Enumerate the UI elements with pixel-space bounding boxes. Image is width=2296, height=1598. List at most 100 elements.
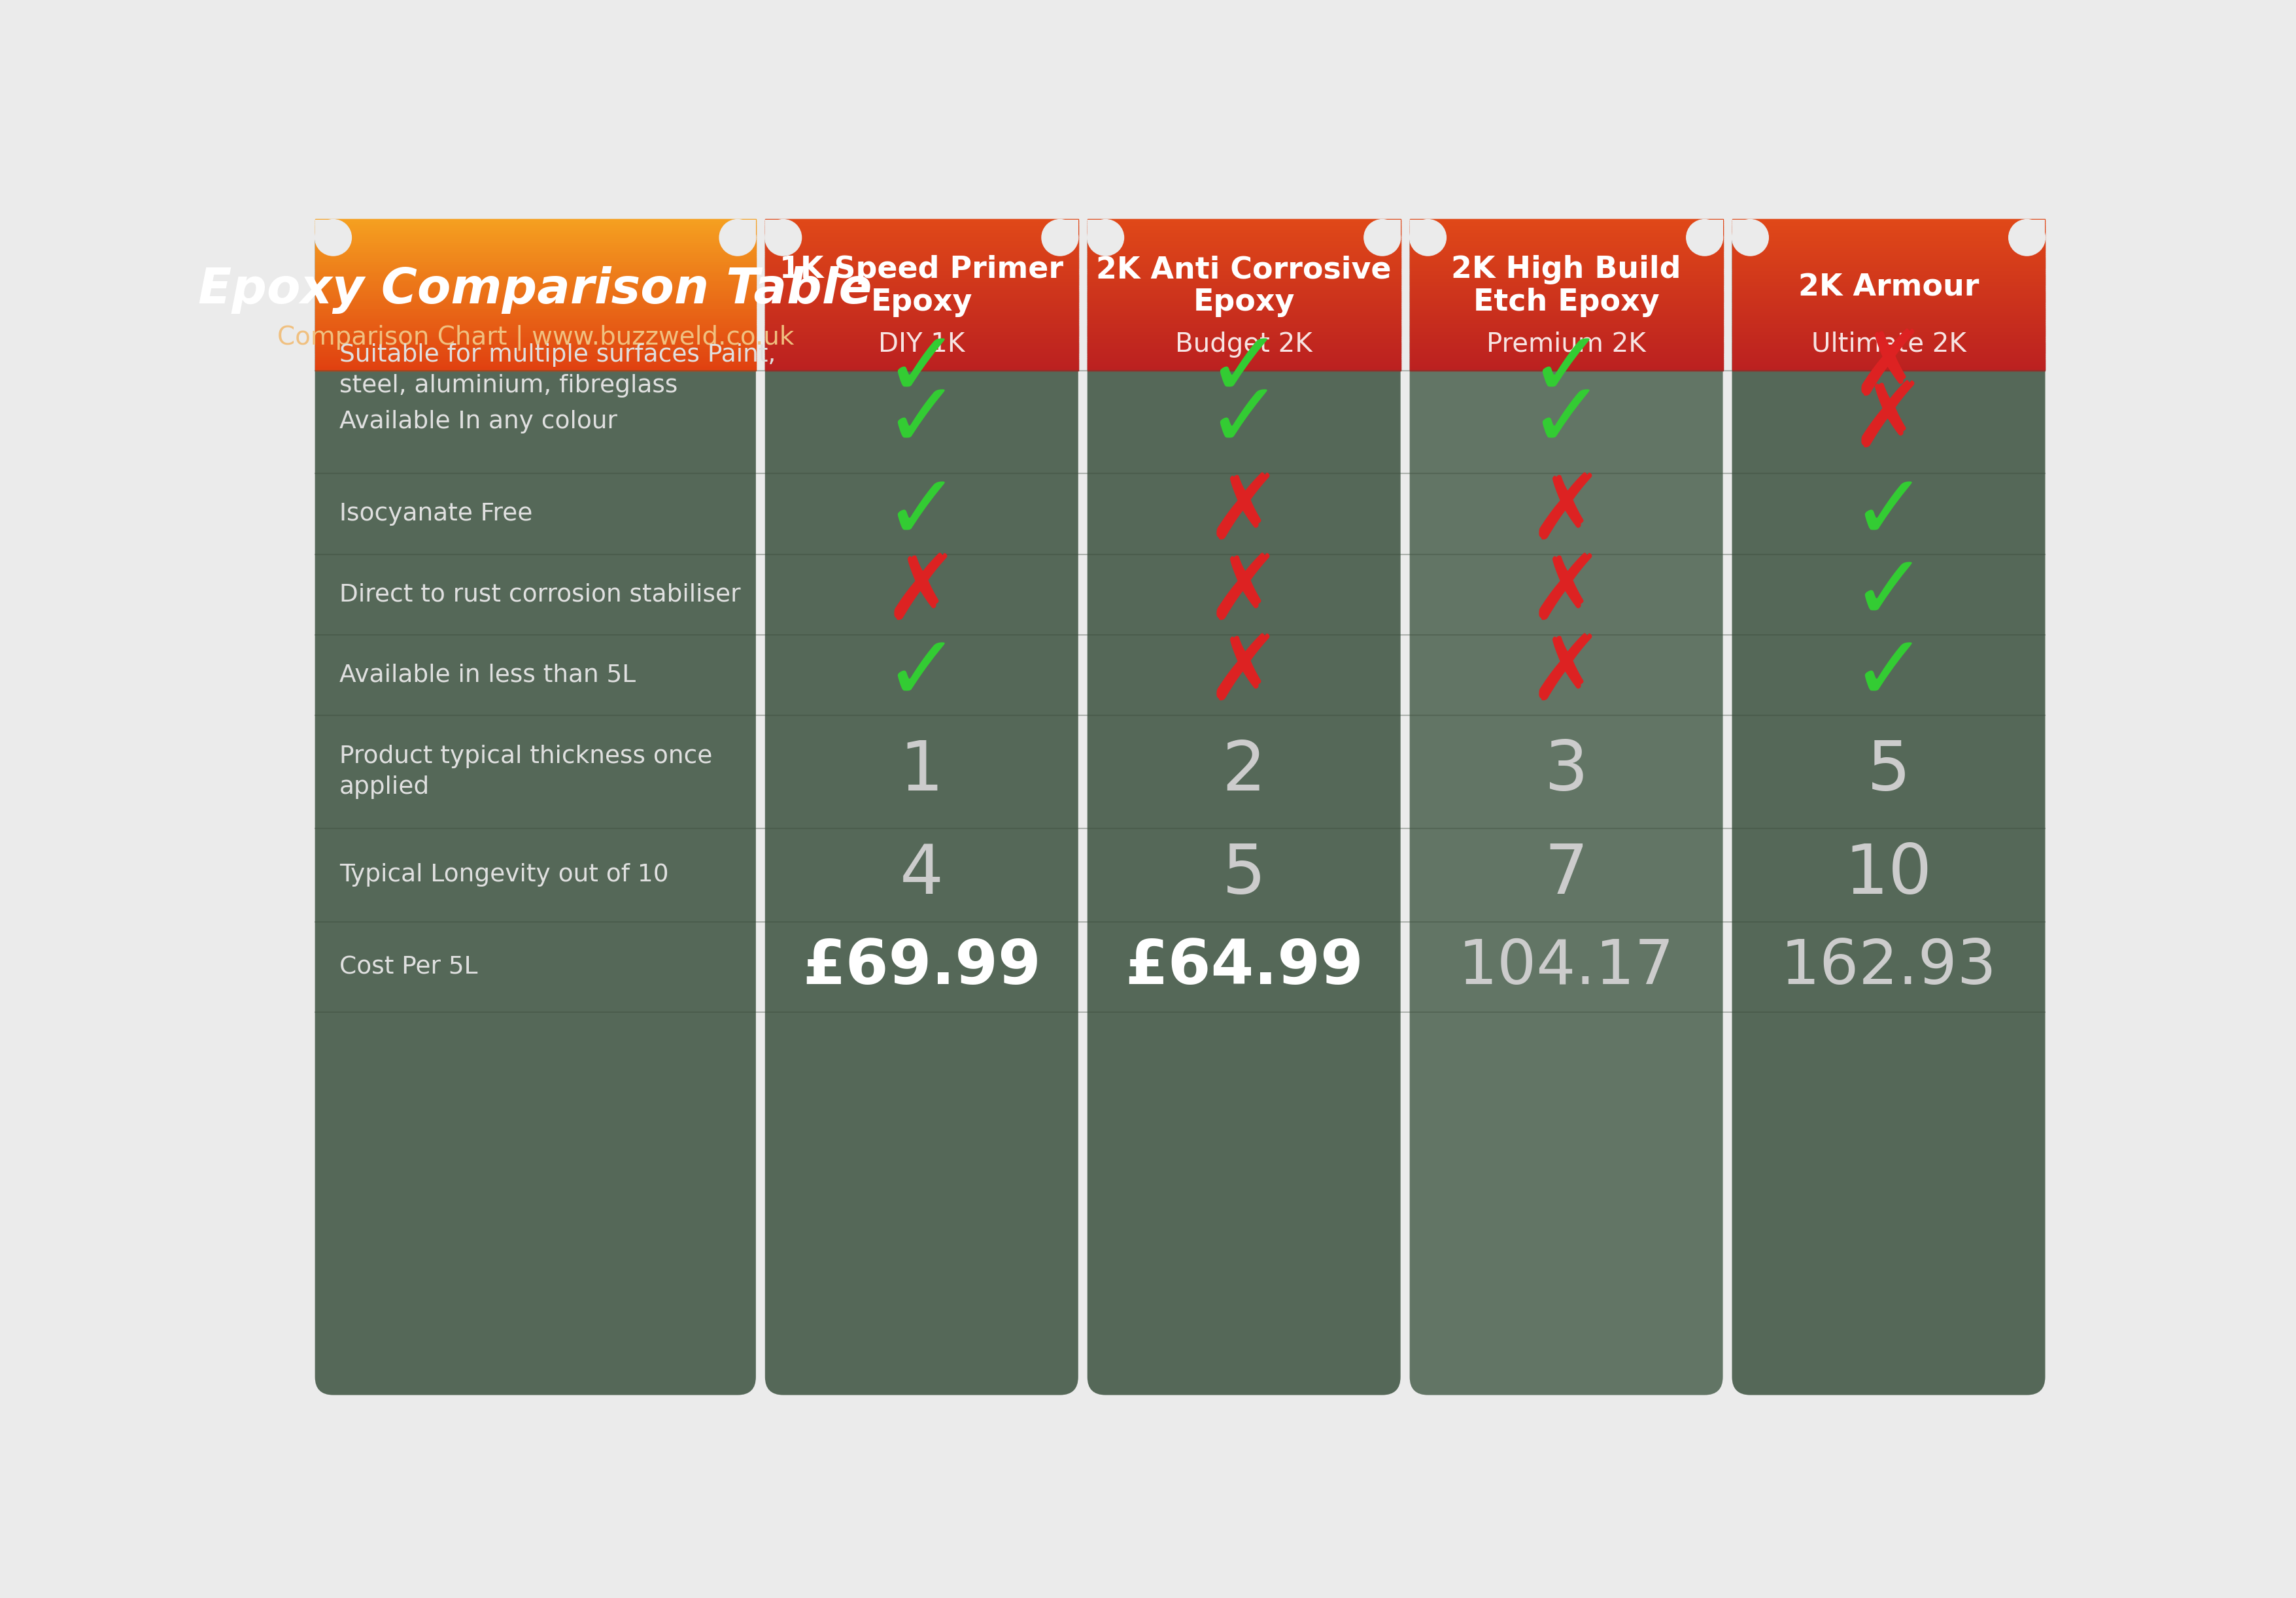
- Text: ✗: ✗: [1527, 550, 1605, 639]
- Text: ✗: ✗: [1527, 631, 1605, 719]
- Bar: [1410, 246, 1722, 248]
- Bar: [315, 241, 755, 244]
- Bar: [1086, 353, 1401, 356]
- Bar: [1410, 324, 1722, 328]
- Circle shape: [1410, 219, 1446, 256]
- Bar: [1410, 278, 1722, 280]
- Bar: [315, 240, 755, 243]
- FancyBboxPatch shape: [1086, 219, 1401, 1395]
- Bar: [1731, 268, 2046, 272]
- Bar: [315, 229, 755, 232]
- Bar: [765, 243, 1077, 246]
- Bar: [1086, 356, 1401, 360]
- Bar: [1731, 219, 1750, 238]
- Bar: [765, 262, 1077, 265]
- Bar: [1731, 291, 2046, 294]
- Bar: [1086, 288, 1401, 289]
- Bar: [315, 284, 755, 288]
- Bar: [315, 252, 755, 256]
- Bar: [1410, 368, 1722, 371]
- Bar: [1086, 237, 1401, 238]
- Bar: [1410, 313, 1722, 316]
- Bar: [1086, 361, 1401, 363]
- Bar: [765, 364, 1077, 368]
- Text: Direct to rust corrosion stabiliser: Direct to rust corrosion stabiliser: [340, 583, 739, 606]
- Bar: [1410, 345, 1722, 348]
- Bar: [765, 257, 1077, 259]
- Bar: [1410, 337, 1722, 340]
- Bar: [315, 262, 755, 265]
- Bar: [1731, 227, 2046, 230]
- Bar: [1086, 232, 1401, 235]
- Bar: [315, 352, 755, 355]
- Text: Epoxy: Epoxy: [1194, 288, 1295, 318]
- Circle shape: [1086, 219, 1123, 256]
- Bar: [765, 289, 1077, 292]
- Bar: [1731, 283, 2046, 286]
- Bar: [765, 238, 1077, 241]
- Bar: [315, 230, 755, 233]
- Text: 5: 5: [1867, 738, 1910, 805]
- Text: ✗: ✗: [1527, 470, 1605, 558]
- Bar: [1731, 270, 2046, 273]
- Bar: [315, 278, 755, 280]
- Text: ✓: ✓: [1851, 550, 1926, 639]
- Circle shape: [719, 219, 755, 256]
- Bar: [1410, 283, 1722, 286]
- Bar: [765, 329, 1077, 331]
- Bar: [1731, 221, 2046, 224]
- Bar: [1410, 334, 1722, 337]
- Bar: [1731, 284, 2046, 288]
- Text: ✓: ✓: [1205, 377, 1281, 467]
- Bar: [765, 356, 1077, 360]
- Bar: [1086, 257, 1401, 259]
- Bar: [315, 281, 755, 284]
- Bar: [1731, 337, 2046, 340]
- Text: Comparison Chart | www.buzzweld.co.uk: Comparison Chart | www.buzzweld.co.uk: [278, 324, 794, 350]
- Bar: [1410, 273, 1722, 276]
- Bar: [315, 292, 755, 296]
- Bar: [765, 292, 1077, 296]
- Bar: [315, 289, 755, 292]
- Text: 2: 2: [1221, 738, 1265, 805]
- Text: ✓: ✓: [884, 470, 960, 558]
- Bar: [1086, 243, 1401, 246]
- Bar: [765, 241, 1077, 244]
- Bar: [1731, 361, 2046, 363]
- Bar: [1410, 364, 1722, 368]
- Text: ✗: ✗: [1205, 550, 1281, 639]
- Bar: [315, 355, 755, 358]
- Bar: [1410, 308, 1722, 310]
- Bar: [1410, 254, 1722, 257]
- Bar: [315, 264, 755, 267]
- Bar: [1086, 273, 1401, 276]
- Bar: [1731, 344, 2046, 347]
- Bar: [1086, 302, 1401, 305]
- Bar: [315, 336, 755, 339]
- Bar: [765, 230, 1077, 233]
- Bar: [1086, 248, 1401, 251]
- Bar: [1731, 324, 2046, 328]
- Bar: [765, 272, 1077, 275]
- Circle shape: [1364, 219, 1401, 256]
- Bar: [765, 280, 1077, 283]
- Bar: [1086, 294, 1401, 297]
- Bar: [1086, 240, 1401, 243]
- Bar: [1086, 358, 1401, 361]
- Bar: [1731, 292, 2046, 296]
- Bar: [1086, 342, 1401, 345]
- Bar: [1086, 230, 1401, 233]
- Bar: [1086, 323, 1401, 326]
- Bar: [1410, 366, 1722, 369]
- Bar: [1086, 332, 1401, 336]
- Bar: [1086, 344, 1401, 347]
- Bar: [315, 299, 755, 300]
- Text: Epoxy Comparison Table: Epoxy Comparison Table: [197, 267, 872, 313]
- Bar: [765, 312, 1077, 315]
- Text: 1: 1: [900, 738, 944, 805]
- Bar: [1731, 262, 2046, 265]
- Bar: [765, 331, 1077, 334]
- Bar: [315, 310, 755, 313]
- Bar: [315, 304, 755, 307]
- Bar: [1410, 302, 1722, 305]
